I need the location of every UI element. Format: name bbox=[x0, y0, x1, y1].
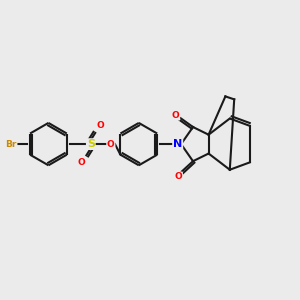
Text: O: O bbox=[107, 140, 115, 148]
Text: O: O bbox=[97, 121, 104, 130]
Text: S: S bbox=[87, 139, 95, 149]
Text: Br: Br bbox=[5, 140, 17, 148]
Text: O: O bbox=[174, 172, 182, 181]
Text: O: O bbox=[77, 158, 85, 167]
Text: O: O bbox=[172, 111, 179, 120]
Text: N: N bbox=[173, 139, 182, 149]
